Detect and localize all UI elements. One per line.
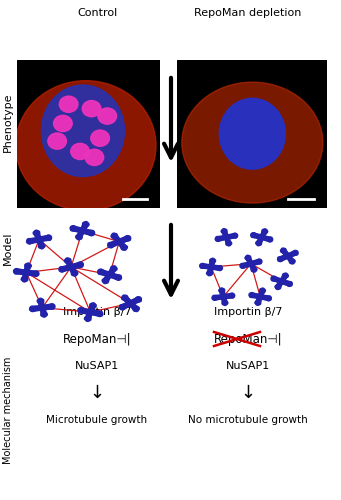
Text: Microtubule growth: Microtubule growth: [46, 415, 148, 425]
Ellipse shape: [48, 133, 66, 149]
Ellipse shape: [91, 130, 109, 146]
Ellipse shape: [182, 82, 323, 203]
Text: RepoMan⊣|: RepoMan⊣|: [63, 332, 131, 345]
Ellipse shape: [41, 85, 124, 176]
Text: NuSAP1: NuSAP1: [75, 361, 119, 371]
Text: RepoMan⊣|: RepoMan⊣|: [214, 332, 282, 345]
Ellipse shape: [71, 144, 89, 160]
Text: Model: Model: [3, 231, 13, 265]
Ellipse shape: [219, 98, 285, 169]
Text: Phenotype: Phenotype: [3, 92, 13, 152]
Text: Importin β/7: Importin β/7: [63, 307, 131, 317]
Text: ↓: ↓: [240, 384, 255, 402]
Text: Molecular mechanism: Molecular mechanism: [3, 356, 13, 464]
Text: Control: Control: [78, 8, 118, 18]
Ellipse shape: [54, 116, 72, 132]
Text: Importin β/7: Importin β/7: [214, 307, 282, 317]
Text: No microtubule growth: No microtubule growth: [188, 415, 308, 425]
Text: ↓: ↓: [89, 384, 105, 402]
Text: RepoMan depletion: RepoMan depletion: [194, 8, 302, 18]
Text: NuSAP1: NuSAP1: [226, 361, 270, 371]
Ellipse shape: [16, 80, 156, 210]
Ellipse shape: [82, 100, 101, 117]
Ellipse shape: [59, 96, 78, 112]
Ellipse shape: [98, 108, 117, 124]
Ellipse shape: [85, 149, 104, 166]
